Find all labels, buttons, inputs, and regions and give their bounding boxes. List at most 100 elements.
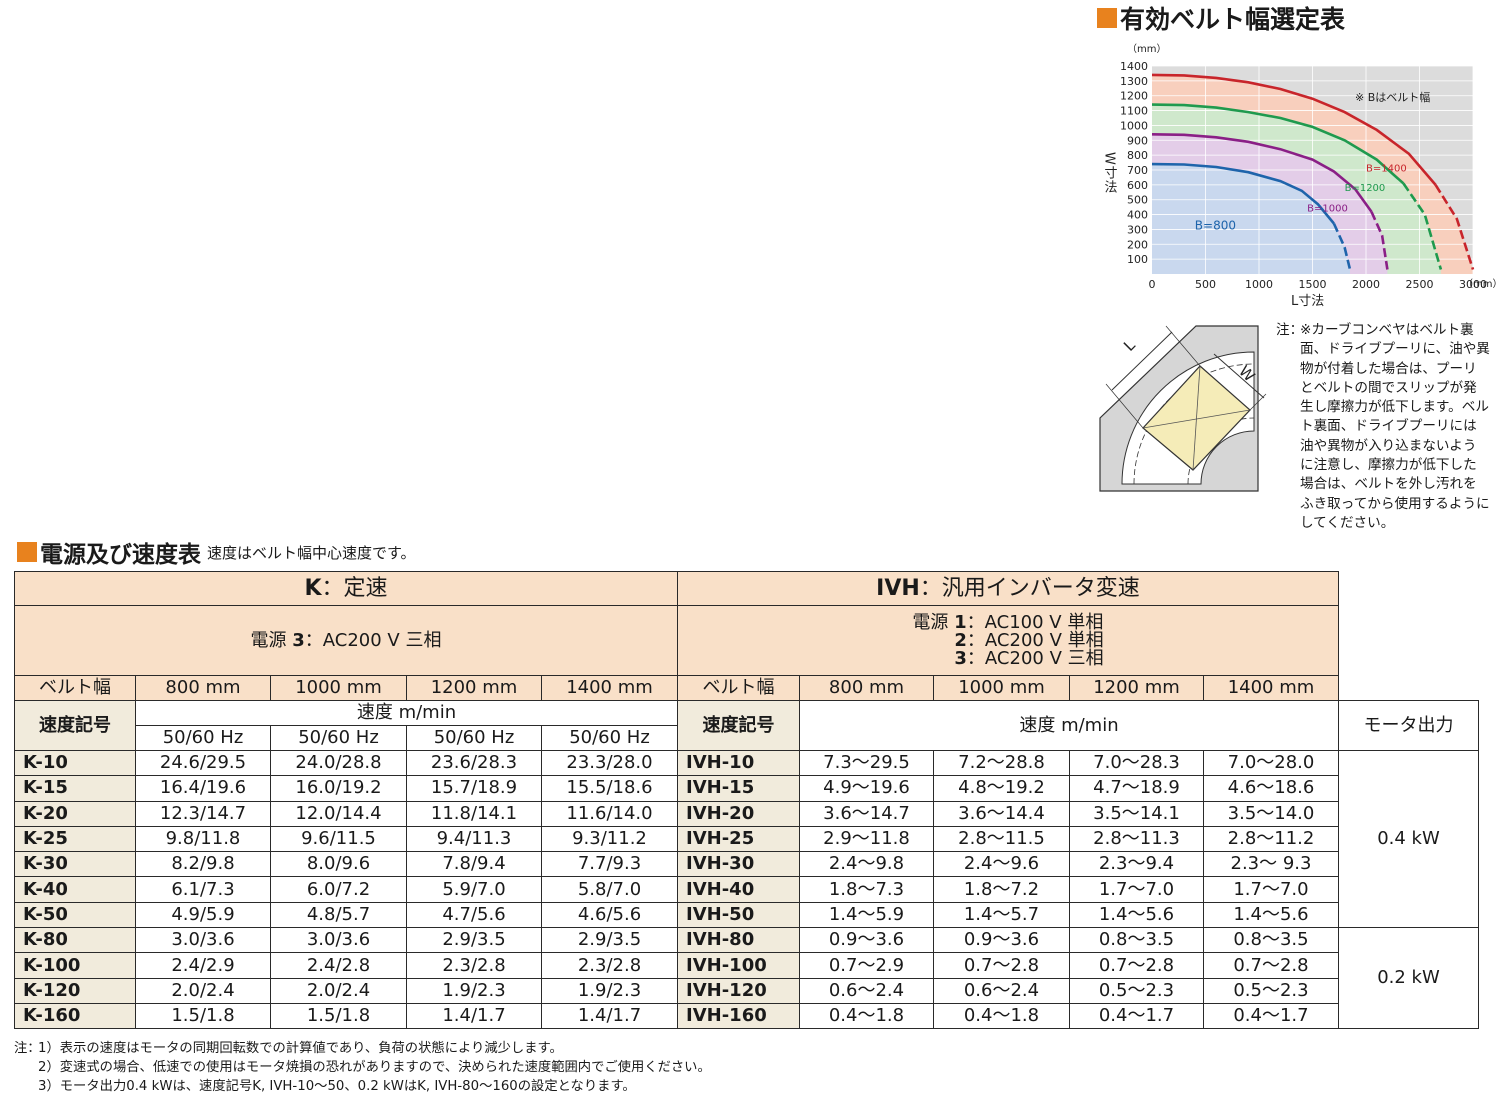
ivh-label: ：汎用インバータ変速 bbox=[919, 575, 1140, 601]
y-tick-label: 800 bbox=[1127, 149, 1148, 162]
caution-label: 注： bbox=[1276, 322, 1304, 338]
x-tick-label: 2000 bbox=[1352, 278, 1380, 291]
k-power: 電源 3：AC200 V 三相 bbox=[14, 605, 678, 676]
ivh-speed-range: 0.7～2.9 bbox=[799, 952, 934, 979]
ivh-speed-code: IVH-40 bbox=[677, 876, 800, 903]
k-speed-value: 2.3/2.8 bbox=[406, 952, 542, 979]
y-tick-label: 100 bbox=[1127, 253, 1148, 266]
k-speed-value: 2.0/2.4 bbox=[270, 977, 407, 1004]
ivh-speed-range: 1.8～7.2 bbox=[933, 876, 1070, 903]
table-note: 速度はベルト幅中心速度です。 bbox=[207, 543, 416, 562]
ivh-speed-range: 2.4～9.8 bbox=[799, 851, 934, 878]
k-speed-value: 4.9/5.9 bbox=[135, 901, 271, 929]
table-row: K-80 3.0/3.6 3.0/3.6 2.9/3.5 2.9/3.5 IVH-80 0.… bbox=[14, 927, 1479, 1030]
ivh-code: IVH bbox=[876, 575, 920, 601]
ivh-speed-range: 0.6～2.4 bbox=[933, 977, 1070, 1004]
k-speed-value: 15.7/18.9 bbox=[406, 775, 542, 802]
dim-l-ext-2 bbox=[1165, 325, 1201, 367]
table-row: K-15 16.4/19.6 16.0/19.2 15.7/18.9 15.5/18.6… bbox=[14, 775, 1479, 802]
series-line-tail-0 bbox=[1434, 184, 1475, 270]
y-tick-label: 700 bbox=[1127, 164, 1148, 177]
k-speed-label: 速度 m/min bbox=[135, 700, 678, 726]
k-speed-value: 9.6/11.5 bbox=[270, 825, 407, 853]
k-header: K：定速 bbox=[14, 571, 678, 606]
y-tick-label: 300 bbox=[1127, 223, 1148, 236]
series-label: B=800 bbox=[1195, 218, 1236, 232]
k-speed-value: 23.6/28.3 bbox=[406, 749, 542, 777]
ivh-speed-range: 0.4～1.7 bbox=[1203, 1002, 1339, 1030]
x-tick-label: 0 bbox=[1149, 278, 1156, 291]
ivh-speed-range: 0.9～3.6 bbox=[799, 927, 934, 954]
ivh-speed-range: 2.8～11.3 bbox=[1069, 825, 1204, 853]
ivh-speed-range: 0.7～2.8 bbox=[1069, 952, 1204, 979]
k-speed-value: 2.3/2.8 bbox=[541, 952, 678, 979]
k-speed-value: 5.8/7.0 bbox=[541, 876, 678, 903]
effective-area-diagonal-2 bbox=[1192, 365, 1201, 471]
caution-text: ※カーブコンベヤはベルト裏面、ドライブプーリに、油や異物が付着した場合は、プーリ… bbox=[1300, 322, 1490, 531]
k-width-cell: 1000 mm bbox=[270, 675, 407, 701]
k-width-cell: 800 mm bbox=[135, 675, 271, 701]
series-label: B=1400 bbox=[1366, 163, 1407, 174]
k-speed-value: 23.3/28.0 bbox=[541, 749, 678, 777]
k-speed-value: 1.4/1.7 bbox=[541, 1002, 678, 1030]
ivh-speed-code: IVH-10 bbox=[677, 749, 800, 777]
k-speed-value: 6.0/7.2 bbox=[270, 876, 407, 903]
hz-cell: 50/60 Hz bbox=[541, 725, 678, 751]
ivh-speed-range: 4.9～19.6 bbox=[799, 775, 934, 802]
k-label: ：定速 bbox=[321, 575, 388, 601]
series-line-3 bbox=[1151, 162, 1335, 225]
ivh-speed-range: 0.8～3.5 bbox=[1203, 927, 1339, 954]
ivh-header: IVH：汎用インバータ変速 bbox=[677, 571, 1339, 606]
y-tick-label: 1000 bbox=[1120, 119, 1148, 132]
x-unit: （mm） bbox=[1463, 278, 1500, 290]
table-row: K-40 6.1/7.3 6.0/7.2 5.9/7.0 5.8/7.0 IVH-40 1.… bbox=[14, 876, 1479, 903]
ivh-speed-code: IVH-15 bbox=[677, 775, 800, 802]
k-speed-code: K-20 bbox=[14, 800, 136, 827]
k-speed-value: 9.3/11.2 bbox=[541, 825, 678, 853]
hz-cell: 50/60 Hz bbox=[135, 725, 271, 751]
ivh-speed-range: 7.2～28.8 bbox=[933, 749, 1070, 777]
ivh-speed-range: 7.3～29.5 bbox=[799, 749, 934, 777]
k-speed-code: K-10 bbox=[14, 749, 136, 777]
k-speed-value: 8.0/9.6 bbox=[270, 851, 407, 878]
table-row: K-160 1.5/1.8 1.5/1.8 1.4/1.7 1.4/1.7 IVH-160… bbox=[14, 1002, 1479, 1030]
ivh-speed-code: IVH-100 bbox=[677, 952, 800, 979]
x-tick-label: 1000 bbox=[1245, 278, 1273, 291]
k-speed-value: 15.5/18.6 bbox=[541, 775, 678, 802]
k-speed-value: 1.4/1.7 bbox=[406, 1002, 542, 1030]
ivh-speed-code: IVH-20 bbox=[677, 800, 800, 827]
x-axis-label: L寸法 bbox=[1291, 294, 1324, 309]
k-speed-value: 11.6/14.0 bbox=[541, 800, 678, 827]
series-label: B=1000 bbox=[1307, 204, 1348, 215]
dim-l-line bbox=[1111, 331, 1173, 391]
ivh-belt-width-label: ベルト幅 bbox=[677, 675, 800, 701]
chart-section-title: 有効ベルト幅選定表 bbox=[1097, 3, 1345, 34]
series-line-1 bbox=[1151, 103, 1405, 185]
ivh-width-cell: 800 mm bbox=[799, 675, 934, 701]
ivh-speed-range: 1.4～5.6 bbox=[1203, 901, 1339, 929]
k-speed-value: 5.9/7.0 bbox=[406, 876, 542, 903]
k-speed-code: K-80 bbox=[14, 927, 136, 954]
curve-conveyor-diagram: L W bbox=[1099, 325, 1267, 492]
ivh-speed-range: 4.7～18.9 bbox=[1069, 775, 1204, 802]
k-speed-value: 24.6/29.5 bbox=[135, 749, 271, 777]
ivh-speed-range: 3.6～14.7 bbox=[799, 800, 934, 827]
ivh-speed-range: 2.4～9.6 bbox=[933, 851, 1070, 878]
k-speed-value: 2.4/2.8 bbox=[270, 952, 407, 979]
k-speed-value: 8.2/9.8 bbox=[135, 851, 271, 878]
title-marker bbox=[1097, 8, 1117, 28]
k-speed-value: 4.6/5.6 bbox=[541, 901, 678, 929]
ivh-speed-range: 2.3～9.4 bbox=[1069, 851, 1204, 878]
k-speed-value: 2.9/3.5 bbox=[406, 927, 542, 954]
ivh-speed-range: 0.4～1.8 bbox=[933, 1002, 1070, 1030]
ivh-width-cell: 1200 mm bbox=[1069, 675, 1204, 701]
k-speed-code: K-100 bbox=[14, 952, 136, 979]
k-speed-value: 12.0/14.4 bbox=[270, 800, 407, 827]
table-row: K-100 2.4/2.9 2.4/2.8 2.3/2.8 2.3/2.8 IVH-100… bbox=[14, 952, 1479, 979]
series-line-2 bbox=[1151, 133, 1373, 213]
ivh-speed-range: 1.7～7.0 bbox=[1203, 876, 1339, 903]
k-speed-value: 2.4/2.9 bbox=[135, 952, 271, 979]
footnote-item: 3）モータ出力0.4 kWは、速度記号K, IVH-10～50、0.2 kWはK… bbox=[38, 1079, 636, 1094]
ivh-speed-range: 4.8～19.2 bbox=[933, 775, 1070, 802]
